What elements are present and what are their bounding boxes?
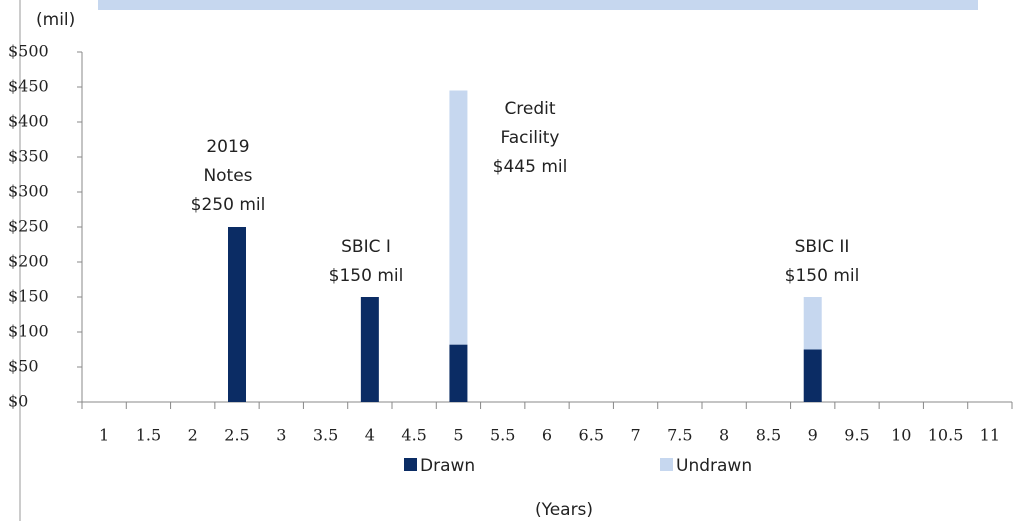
x-tick-label: 10 xyxy=(891,426,911,445)
x-tick-label: 3 xyxy=(276,426,286,445)
x-tick-label: 9.5 xyxy=(844,426,869,445)
y-tick-label: $150 xyxy=(8,287,49,306)
y-tick-label: $400 xyxy=(8,112,49,131)
legend-swatch xyxy=(660,458,673,471)
annotation: $445 mil xyxy=(493,157,568,177)
x-tick-label: 6.5 xyxy=(579,426,604,445)
x-tick-label: 2.5 xyxy=(224,426,249,445)
x-tick-label: 8 xyxy=(719,426,729,445)
bar-segment xyxy=(449,344,468,402)
x-tick-label: 4 xyxy=(365,426,375,445)
x-tick-label: 7 xyxy=(630,426,640,445)
header-band xyxy=(98,0,978,10)
annotation: $150 mil xyxy=(785,266,860,286)
annotation: $150 mil xyxy=(329,266,404,286)
bar-segment xyxy=(803,349,822,402)
annotation: $250 mil xyxy=(191,195,266,215)
annotation: SBIC I xyxy=(341,237,391,257)
x-tick-label: 3.5 xyxy=(313,426,338,445)
x-tick-label: 10.5 xyxy=(928,426,964,445)
bar-segment xyxy=(803,297,822,350)
y-tick-label: $300 xyxy=(8,182,49,201)
annotation: SBIC II xyxy=(795,237,850,257)
x-tick-label: 11 xyxy=(980,426,1000,445)
x-tick-label: 5 xyxy=(453,426,463,445)
y-tick-label: $250 xyxy=(8,217,49,236)
y-unit: (mil) xyxy=(36,10,75,30)
annotation: Credit xyxy=(504,99,555,119)
y-tick-label: $350 xyxy=(8,147,49,166)
x-tick-label: 1 xyxy=(99,426,109,445)
x-axis-label: (Years) xyxy=(535,500,593,520)
x-tick-label: 9 xyxy=(808,426,818,445)
legend-label: Drawn xyxy=(420,456,475,476)
y-tick-label: $50 xyxy=(8,357,39,376)
legend-label: Undrawn xyxy=(676,456,752,476)
x-tick-label: 1.5 xyxy=(136,426,161,445)
bar-segment xyxy=(449,90,468,345)
y-tick-label: $450 xyxy=(8,77,49,96)
bar-segment xyxy=(360,297,379,402)
x-tick-label: 2 xyxy=(188,426,198,445)
annotation: Notes xyxy=(203,166,252,186)
legend-swatch xyxy=(404,458,417,471)
annotation: 2019 xyxy=(206,137,249,157)
x-tick-label: 6 xyxy=(542,426,552,445)
y-tick-label: $0 xyxy=(8,392,28,411)
y-tick-label: $100 xyxy=(8,322,49,341)
x-tick-label: 7.5 xyxy=(667,426,692,445)
x-tick-label: 8.5 xyxy=(756,426,781,445)
bar-segment xyxy=(228,227,246,402)
x-tick-label: 5.5 xyxy=(490,426,515,445)
y-tick-label: $500 xyxy=(8,42,49,61)
annotation: Facility xyxy=(501,128,560,148)
x-tick-label: 4.5 xyxy=(401,426,426,445)
y-tick-label: $200 xyxy=(8,252,49,271)
